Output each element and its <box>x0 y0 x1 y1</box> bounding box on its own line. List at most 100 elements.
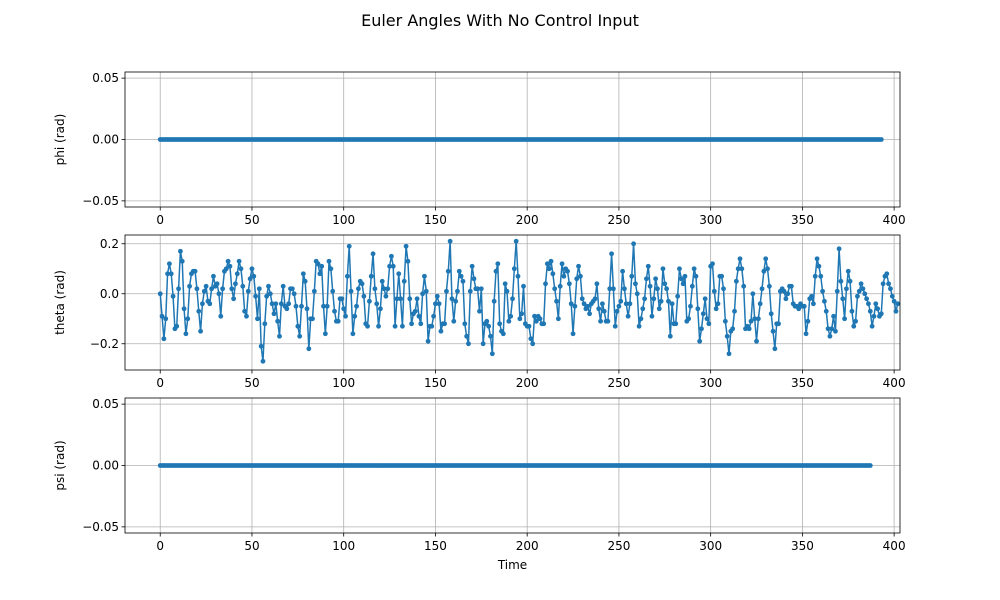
data-point <box>888 286 893 292</box>
data-point <box>300 271 306 277</box>
data-point <box>803 331 809 337</box>
data-point <box>306 346 312 352</box>
data-point <box>568 301 574 307</box>
data-point <box>596 306 602 312</box>
series-markers <box>157 137 884 142</box>
data-point <box>675 293 681 299</box>
data-point <box>178 248 183 254</box>
data-point <box>664 286 670 292</box>
x-tick-label: 300 <box>699 376 722 390</box>
data-point <box>467 288 473 294</box>
data-point <box>772 346 778 352</box>
data-point <box>521 283 526 289</box>
data-point <box>645 263 651 269</box>
data-point <box>834 288 840 294</box>
data-point <box>157 291 163 297</box>
data-point <box>755 316 761 322</box>
data-point <box>572 303 578 309</box>
data-point <box>823 308 829 314</box>
data-point <box>811 301 816 307</box>
data-point <box>486 323 492 329</box>
data-point <box>836 246 842 252</box>
data-point <box>537 316 543 322</box>
data-point <box>515 273 521 279</box>
data-point <box>651 296 657 302</box>
data-point <box>818 273 824 279</box>
data-point <box>258 343 264 349</box>
data-point <box>449 296 455 302</box>
data-point <box>418 321 424 327</box>
data-point <box>497 321 503 327</box>
data-point <box>642 296 647 302</box>
data-point <box>711 288 717 294</box>
data-point <box>550 271 556 277</box>
data-point <box>884 271 890 277</box>
data-point <box>730 326 736 332</box>
data-point <box>678 276 684 282</box>
data-point <box>326 258 332 264</box>
data-point <box>374 301 380 307</box>
data-point <box>390 263 396 269</box>
data-point <box>478 286 484 292</box>
data-point <box>816 263 822 269</box>
data-point <box>401 278 407 284</box>
data-point <box>236 258 242 264</box>
data-point <box>447 238 453 244</box>
data-point <box>633 281 638 287</box>
data-point <box>458 273 464 279</box>
data-point <box>658 298 664 304</box>
data-point <box>889 293 895 299</box>
data-point <box>365 323 370 329</box>
data-point <box>436 301 442 307</box>
data-point <box>722 318 728 324</box>
data-point <box>315 261 321 267</box>
data-point <box>319 263 325 269</box>
data-point <box>262 321 268 327</box>
x-tick-label: 250 <box>607 539 630 553</box>
data-point <box>814 256 820 262</box>
data-point <box>765 266 770 272</box>
data-point <box>541 321 547 327</box>
data-point <box>392 323 398 329</box>
data-point <box>594 281 600 287</box>
data-point <box>598 318 603 324</box>
data-point <box>366 298 372 304</box>
x-tick-label: 0 <box>156 213 164 227</box>
data-point <box>867 308 873 314</box>
data-point <box>757 301 763 307</box>
data-point <box>600 301 605 307</box>
data-point <box>842 316 847 322</box>
data-point <box>196 308 202 314</box>
data-point <box>434 293 440 299</box>
data-point <box>781 288 787 294</box>
data-point <box>656 306 662 312</box>
data-point <box>715 301 721 307</box>
subplot-1: 0 50 100 150 200 250 300 350 400 −0.2 0.0 0.2 theta … <box>53 234 906 390</box>
data-point <box>609 251 614 257</box>
data-point <box>812 273 818 279</box>
data-point <box>354 303 359 309</box>
data-point <box>423 288 429 294</box>
data-point <box>376 323 381 329</box>
data-point <box>207 301 213 307</box>
data-point <box>275 318 281 324</box>
data-point <box>878 311 884 317</box>
data-point <box>666 298 671 304</box>
y-axis-label: phi (rad) <box>53 114 67 166</box>
y-tick-label: 0.0 <box>100 287 119 301</box>
data-point <box>396 271 402 277</box>
data-point <box>445 268 451 274</box>
data-point <box>484 318 490 324</box>
data-point <box>192 268 198 274</box>
data-point <box>183 331 189 337</box>
data-point <box>422 273 427 279</box>
data-point <box>200 301 205 307</box>
data-point <box>735 266 741 272</box>
data-point <box>733 278 739 284</box>
data-point <box>297 333 303 339</box>
data-point <box>161 336 167 342</box>
data-point <box>324 303 330 309</box>
data-point <box>831 313 836 319</box>
data-point <box>629 273 635 279</box>
data-point <box>552 286 558 292</box>
